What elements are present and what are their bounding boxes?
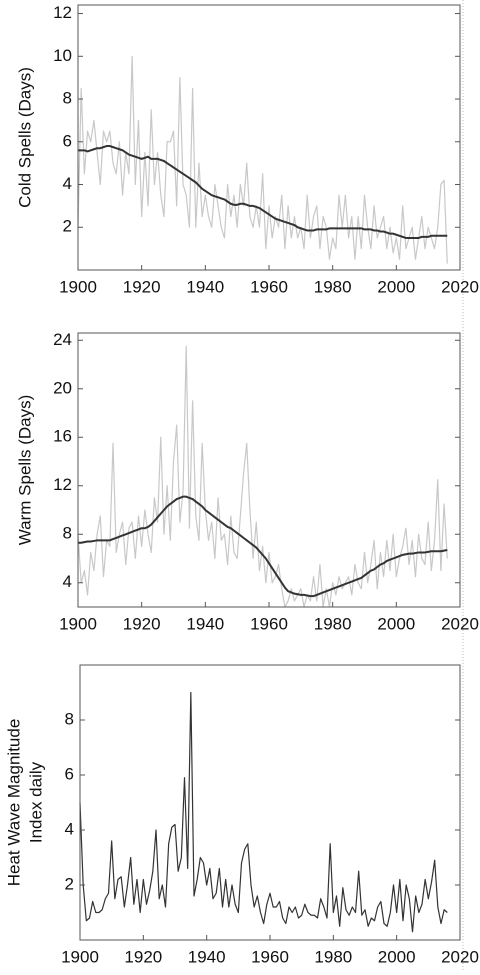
x-tick-label: 1900 bbox=[59, 277, 97, 296]
x-tick-label: 2000 bbox=[377, 614, 415, 633]
x-tick-label: 1900 bbox=[61, 947, 99, 966]
y-axis-label: Warm Spells (Days) bbox=[15, 395, 34, 546]
y-tick-label: 8 bbox=[63, 89, 72, 108]
x-tick-label: 2000 bbox=[378, 947, 416, 966]
x-tick-label: 1900 bbox=[59, 614, 97, 633]
y-tick-label: 24 bbox=[53, 330, 72, 349]
x-tick-label: 2020 bbox=[441, 614, 479, 633]
y-axis-label: Index daily bbox=[26, 761, 45, 843]
plot-frame bbox=[77, 332, 461, 608]
x-tick-label: 1940 bbox=[188, 947, 226, 966]
x-tick-label: 1960 bbox=[251, 947, 289, 966]
x-tick-label: 1960 bbox=[250, 277, 288, 296]
x-tick-label: 1920 bbox=[124, 947, 162, 966]
y-axis-label: Cold Spells (Days) bbox=[15, 67, 34, 208]
x-tick-label: 1980 bbox=[314, 947, 352, 966]
y-tick-label: 2 bbox=[65, 874, 74, 893]
x-tick-label: 2020 bbox=[441, 947, 479, 966]
x-tick-label: 1940 bbox=[186, 277, 224, 296]
y-axis-label: Heat Wave Magnitude bbox=[4, 719, 23, 887]
data-line bbox=[78, 145, 448, 239]
y-tick-label: 4 bbox=[65, 819, 74, 838]
x-tick-label: 1980 bbox=[314, 277, 352, 296]
data-line bbox=[77, 345, 448, 608]
y-tick-label: 6 bbox=[63, 131, 72, 150]
y-tick-label: 20 bbox=[53, 378, 72, 397]
x-tick-label: 2020 bbox=[441, 277, 479, 296]
y-tick-label: 16 bbox=[53, 427, 72, 446]
x-tick-label: 1980 bbox=[314, 614, 352, 633]
y-tick-label: 2 bbox=[63, 217, 72, 236]
x-tick-label: 1920 bbox=[123, 614, 161, 633]
y-tick-label: 8 bbox=[63, 524, 72, 543]
x-tick-label: 1960 bbox=[250, 614, 288, 633]
y-tick-label: 12 bbox=[53, 3, 72, 22]
x-tick-label: 2000 bbox=[377, 277, 415, 296]
data-line bbox=[78, 495, 448, 598]
x-tick-label: 1920 bbox=[123, 277, 161, 296]
y-tick-label: 4 bbox=[63, 174, 72, 193]
plot-frame bbox=[79, 664, 461, 941]
data-line bbox=[79, 691, 448, 933]
y-tick-label: 8 bbox=[65, 709, 74, 728]
y-tick-label: 4 bbox=[63, 572, 72, 591]
plot-frame bbox=[77, 4, 461, 271]
y-tick-label: 12 bbox=[53, 475, 72, 494]
y-tick-label: 10 bbox=[53, 46, 72, 65]
x-tick-label: 1940 bbox=[186, 614, 224, 633]
y-tick-label: 6 bbox=[65, 764, 74, 783]
data-line bbox=[77, 55, 448, 264]
